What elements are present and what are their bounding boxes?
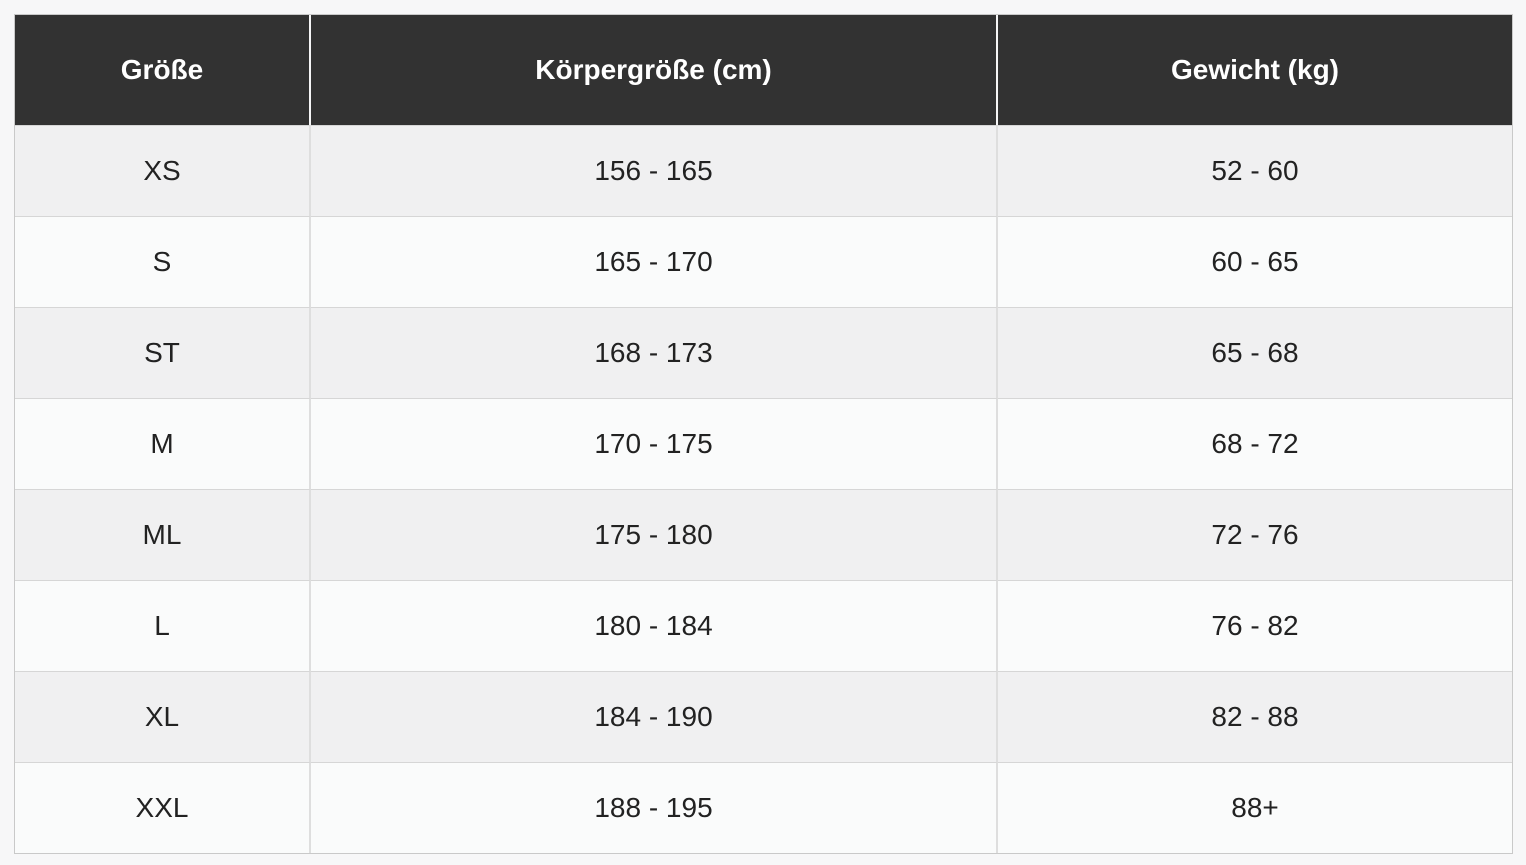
table-row: L 180 - 184 76 - 82: [15, 580, 1512, 671]
cell-height: 170 - 175: [311, 398, 998, 489]
table-row: XL 184 - 190 82 - 88: [15, 671, 1512, 762]
cell-height: 184 - 190: [311, 671, 998, 762]
cell-weight: 88+: [998, 762, 1512, 853]
cell-size: M: [15, 398, 311, 489]
column-header-size: Größe: [15, 15, 311, 125]
cell-size: S: [15, 216, 311, 307]
cell-height: 168 - 173: [311, 307, 998, 398]
table-row: ST 168 - 173 65 - 68: [15, 307, 1512, 398]
cell-weight: 68 - 72: [998, 398, 1512, 489]
table-row: XS 156 - 165 52 - 60: [15, 125, 1512, 216]
cell-size: XXL: [15, 762, 311, 853]
size-chart-table: Größe Körpergröße (cm) Gewicht (kg) XS 15…: [14, 14, 1513, 854]
cell-size: ML: [15, 489, 311, 580]
table-row: M 170 - 175 68 - 72: [15, 398, 1512, 489]
column-header-body-height: Körpergröße (cm): [311, 15, 998, 125]
size-chart-body: XS 156 - 165 52 - 60 S 165 - 170 60 - 65 ST 168…: [15, 125, 1512, 853]
table-row: XXL 188 - 195 88+: [15, 762, 1512, 853]
column-header-weight: Gewicht (kg): [998, 15, 1512, 125]
table-row: S 165 - 170 60 - 65: [15, 216, 1512, 307]
cell-size: XS: [15, 125, 311, 216]
cell-weight: 72 - 76: [998, 489, 1512, 580]
cell-weight: 82 - 88: [998, 671, 1512, 762]
cell-height: 165 - 170: [311, 216, 998, 307]
cell-weight: 52 - 60: [998, 125, 1512, 216]
cell-weight: 60 - 65: [998, 216, 1512, 307]
cell-height: 156 - 165: [311, 125, 998, 216]
cell-size: ST: [15, 307, 311, 398]
cell-height: 180 - 184: [311, 580, 998, 671]
cell-weight: 65 - 68: [998, 307, 1512, 398]
cell-height: 175 - 180: [311, 489, 998, 580]
cell-size: L: [15, 580, 311, 671]
table-row: ML 175 - 180 72 - 76: [15, 489, 1512, 580]
cell-size: XL: [15, 671, 311, 762]
header-row: Größe Körpergröße (cm) Gewicht (kg): [15, 15, 1512, 125]
size-chart-header: Größe Körpergröße (cm) Gewicht (kg): [15, 15, 1512, 125]
cell-height: 188 - 195: [311, 762, 998, 853]
cell-weight: 76 - 82: [998, 580, 1512, 671]
